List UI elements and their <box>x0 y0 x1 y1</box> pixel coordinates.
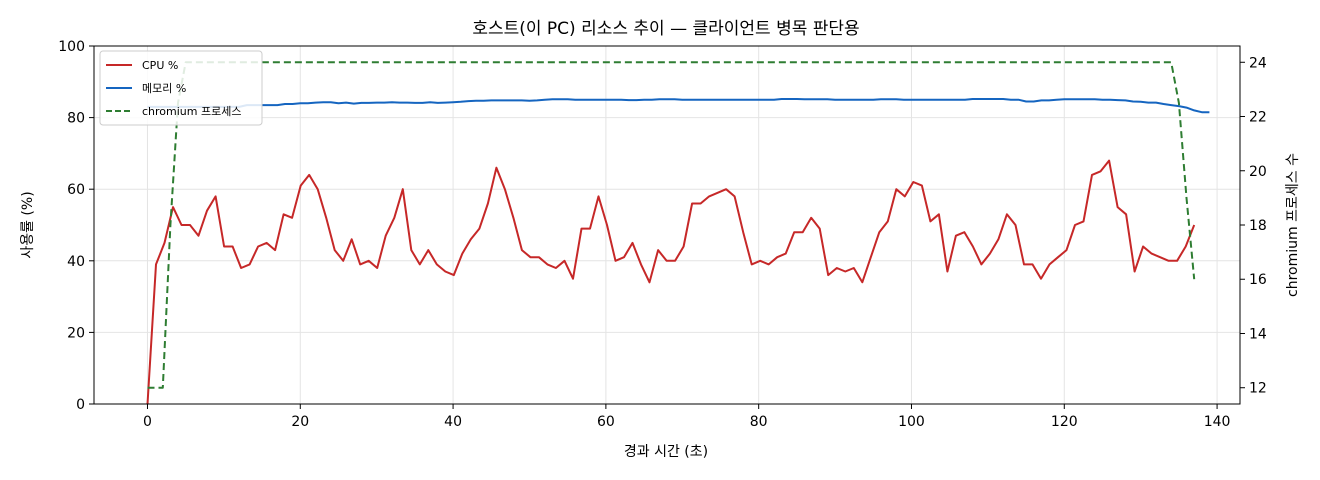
y-axis-right: 12 14 16 18 20 22 24 <box>1240 55 1267 397</box>
x-tick-label: 80 <box>750 414 768 430</box>
y2-tick-label: 22 <box>1249 110 1267 126</box>
y-tick-label: 0 <box>76 397 85 413</box>
series-line-2 <box>147 61 1196 389</box>
y2-axis-label: chromium 프로세스 수 <box>1285 153 1301 297</box>
chart-title: 호스트(이 PC) 리소스 추이 — 클라이언트 병목 판단용 <box>472 19 859 39</box>
y-tick-label: 100 <box>58 39 85 55</box>
x-axis: 0 20 40 60 80 100 120 140 <box>143 404 1230 430</box>
y2-tick-label: 16 <box>1249 272 1267 288</box>
x-tick-label: 0 <box>143 414 152 430</box>
series-line-0 <box>146 159 1196 405</box>
x-tick-label: 120 <box>1051 414 1078 430</box>
y-axis-label: 사용률 (%) <box>20 191 36 258</box>
y2-tick-label: 20 <box>1249 164 1267 180</box>
legend-label: CPU % <box>142 59 178 72</box>
legend-box <box>99 50 263 126</box>
y-axis-left: 0 20 40 60 80 100 <box>58 39 94 413</box>
y-tick-label: 80 <box>67 111 85 127</box>
x-tick-label: 100 <box>898 414 925 430</box>
x-tick-label: 40 <box>444 414 462 430</box>
y2-tick-label: 12 <box>1249 381 1267 397</box>
y2-tick-label: 18 <box>1249 218 1267 234</box>
y2-tick-label: 24 <box>1249 55 1267 71</box>
legend-label: 메모리 % <box>142 82 186 95</box>
legend: CPU % 메모리 % chromium 프로세스 <box>99 50 263 126</box>
x-tick-label: 60 <box>597 414 615 430</box>
x-axis-label: 경과 시간 (초) <box>624 444 708 460</box>
y-tick-label: 40 <box>67 254 85 270</box>
x-tick-label: 20 <box>291 414 309 430</box>
y2-tick-label: 14 <box>1249 326 1267 342</box>
y-tick-label: 60 <box>67 182 85 198</box>
legend-label: chromium 프로세스 <box>142 105 241 118</box>
x-tick-label: 140 <box>1204 414 1231 430</box>
y-tick-label: 20 <box>67 325 85 341</box>
series-layer <box>146 61 1210 405</box>
series-line-1 <box>147 98 1210 114</box>
